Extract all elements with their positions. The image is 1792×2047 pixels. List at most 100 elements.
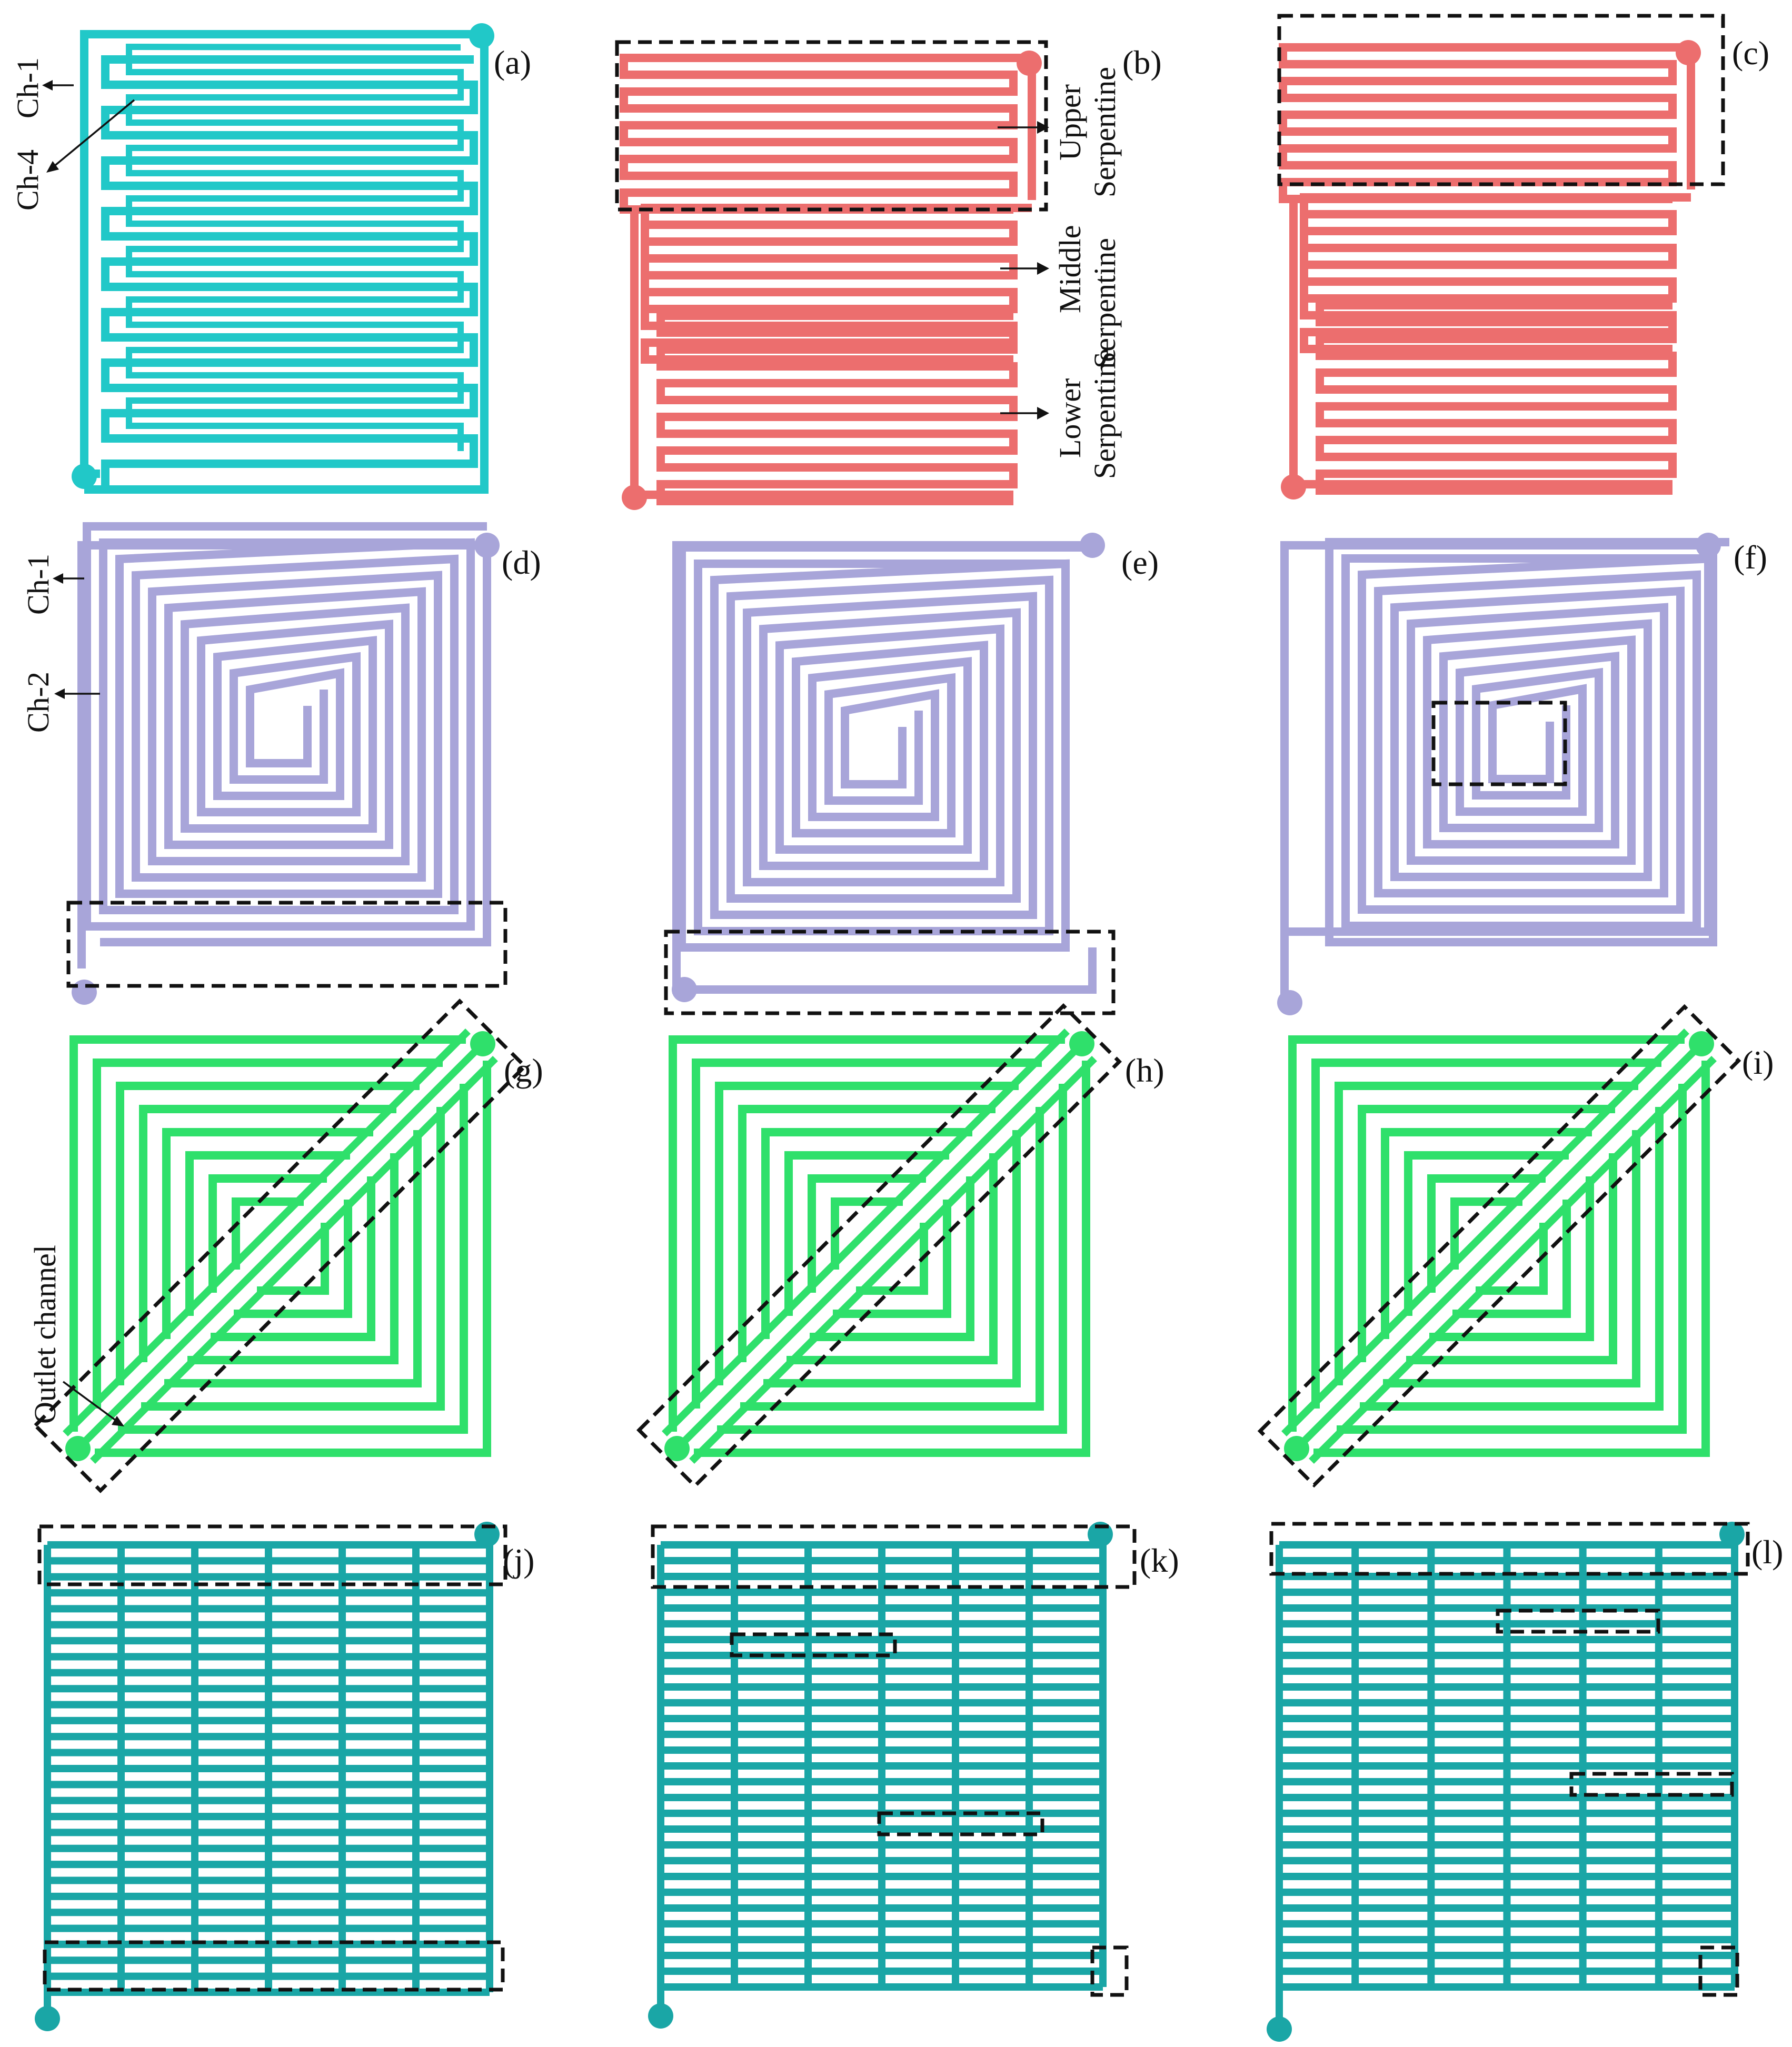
outlet-dot-h: [664, 1436, 690, 1461]
annotation-ch4-a: Ch-4: [11, 149, 45, 211]
inlet-dot-d: [474, 533, 500, 558]
annotation-middle-2: Serpentine: [1088, 238, 1122, 368]
lower-channel-6: [833, 1200, 951, 1318]
arrow-ch4-a: [52, 99, 135, 168]
lower-channel-7: [856, 1223, 928, 1295]
diagonal-channel-1: [1281, 1029, 1689, 1436]
highlight-box-k-corner: [1090, 1945, 1129, 1997]
inlet-dot-a: [469, 23, 494, 48]
panel-label-h: (h): [1125, 1052, 1164, 1089]
upper-channel-3: [1358, 1105, 1615, 1362]
upper-channel-7: [1450, 1197, 1522, 1270]
spiral-channel-2: [694, 560, 1066, 935]
lower-channel-7: [257, 1223, 329, 1295]
frame-d-right: [100, 545, 491, 946]
lower-channel-5: [810, 1176, 974, 1341]
lower-channel-4: [1406, 1153, 1617, 1364]
panel-c: [1279, 40, 1701, 500]
upper-channel-6: [1427, 1174, 1546, 1293]
outlet-dot-g: [65, 1436, 91, 1461]
lower-channel-1: [1337, 1084, 1687, 1434]
upper-channel-7: [831, 1197, 903, 1270]
highlight-box-h-diagonal: [636, 1003, 1122, 1489]
inlet-dot-b: [1017, 51, 1042, 76]
frame-f: [1280, 541, 1708, 1000]
upper-channel-2: [1335, 1082, 1638, 1385]
highlight-box-i-diagonal: [1257, 1004, 1741, 1488]
highlight-box-l-top: [1269, 1522, 1750, 1576]
upper-channel-4: [162, 1128, 373, 1339]
spiral-channel-1: [678, 543, 1082, 952]
highlight-box-d-bottom: [66, 901, 507, 988]
inlet-dot-c: [1676, 40, 1701, 65]
outlet-dot-d: [72, 980, 97, 1005]
highlight-box-k-top: [651, 1524, 1137, 1589]
lower-channel-7: [1476, 1223, 1548, 1295]
channel-ch4: [84, 34, 489, 494]
upper-channel-5: [784, 1151, 949, 1316]
panel-label-d: (d): [502, 544, 541, 581]
lower-channel-1: [717, 1084, 1067, 1434]
panel-a: [72, 23, 494, 494]
upper-channel-0: [1288, 1035, 1685, 1432]
panel-label-a: (a): [494, 44, 531, 81]
highlight-box-l-mid2: [1569, 1772, 1734, 1797]
frame-d: [77, 541, 487, 968]
diagonal-channel-3: [1309, 1056, 1717, 1464]
highlight-box-e-bottom: [664, 930, 1116, 1015]
arrowhead-middle: [1037, 262, 1049, 275]
panel-label-k: (k): [1140, 1542, 1179, 1579]
arrow-outlet: [62, 1381, 118, 1422]
panel-l: [1267, 1522, 1745, 2042]
upper-channel-4: [1381, 1128, 1592, 1339]
diagonal-channel-2: [76, 1042, 484, 1450]
upper-channel-1: [1311, 1059, 1661, 1409]
inlet-dot-e: [1080, 533, 1105, 558]
lower-channel-6: [234, 1200, 352, 1318]
inlet-dot-l: [1719, 1522, 1745, 1547]
outlet-dot-a: [72, 464, 97, 489]
highlight-box-l-mid1: [1496, 1609, 1660, 1634]
panel-g: [63, 1029, 498, 1464]
panel-b: [620, 51, 1042, 510]
serpentine-channel: [1279, 43, 1691, 203]
lower-channel-3: [763, 1130, 1021, 1387]
annotation-upper-1: Upper: [1053, 84, 1087, 161]
panel-h: [662, 1029, 1097, 1464]
upper-channel-5: [1404, 1151, 1569, 1316]
inlet-dot-i: [1689, 1031, 1714, 1056]
outlet-dot-k: [648, 2003, 673, 2029]
panel-i: [1281, 1029, 1717, 1464]
outlet-dot-j: [35, 2006, 60, 2031]
arrowhead-ch1-d: [53, 573, 63, 584]
annotation-ch1-a: Ch-1: [11, 57, 45, 118]
lower-channel-6: [1452, 1200, 1571, 1318]
spiral-channel-1: [83, 522, 487, 931]
outlet-dot-i: [1284, 1436, 1309, 1461]
inlet-dot-h: [1069, 1031, 1094, 1056]
panel-label-j: (j): [503, 1542, 534, 1579]
panel-label-i: (i): [1742, 1044, 1774, 1081]
upper-channel-2: [116, 1082, 420, 1385]
panel-k: [648, 1522, 1113, 2029]
lower-channel-3: [1383, 1130, 1640, 1387]
lower-channel-4: [787, 1153, 998, 1364]
serpentine-channel: [1316, 301, 1677, 495]
lower-channel-0: [1313, 1061, 1710, 1457]
upper-channel-1: [692, 1059, 1042, 1409]
upper-channel-0: [69, 1035, 466, 1432]
highlight-box-j-bottom: [43, 1940, 505, 1992]
panel-d: [72, 522, 500, 1005]
annotation-lower-2: Serpentine: [1088, 348, 1122, 479]
outlet-dot-c: [1281, 474, 1306, 500]
arrowhead-ch1-a: [42, 80, 53, 91]
spiral-channel-1: [1325, 538, 1729, 946]
annotation-lower-1: Lower: [1053, 378, 1087, 458]
spiral-channel-2: [99, 538, 471, 914]
upper-channel-5: [185, 1151, 350, 1316]
diagonal-channel-3: [90, 1056, 498, 1464]
panel-f: [1277, 533, 1729, 1015]
outlet-dot-e: [672, 977, 697, 1002]
upper-channel-3: [738, 1105, 995, 1362]
panel-label-f: (f): [1734, 538, 1767, 576]
